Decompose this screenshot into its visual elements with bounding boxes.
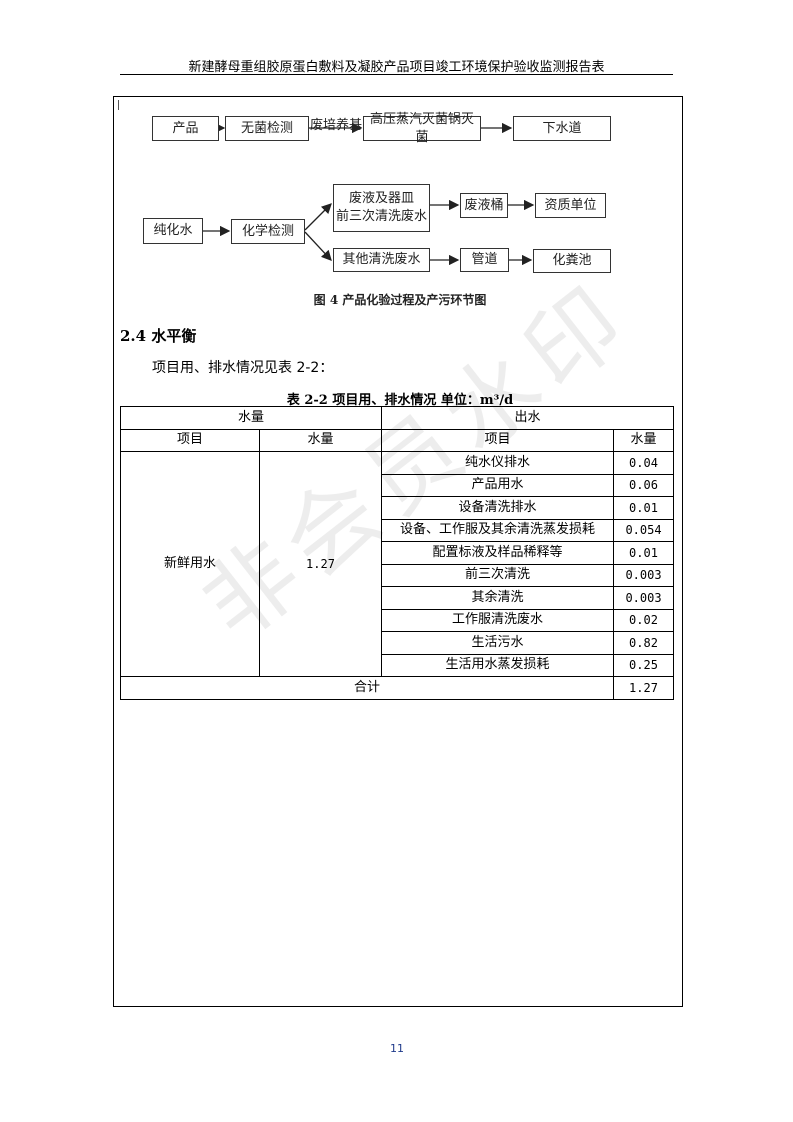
- flow-box-other-wastewater: 其他清洗废水: [333, 248, 430, 272]
- output-item: 生活用水蒸发损耗: [381, 653, 614, 677]
- col-header: 水量: [259, 428, 382, 452]
- output-value: 0.25: [613, 653, 674, 677]
- output-value: 0.82: [613, 631, 674, 655]
- table-total-row: 合计 1.27: [120, 676, 674, 700]
- input-item: 新鲜用水: [120, 451, 260, 677]
- table-group-header-row: 水量 出水: [120, 406, 674, 430]
- table-row: 设备、工作服及其余清洗蒸发损耗 0.054: [121, 518, 674, 542]
- table-row: 设备清洗排水 0.01: [121, 496, 674, 520]
- output-value: 0.01: [613, 541, 674, 565]
- flow-box-chemical-test: 化学检测: [231, 219, 305, 244]
- output-item: 设备、工作服及其余清洗蒸发损耗: [381, 518, 614, 542]
- paragraph: 项目用、排水情况见表 2-2：: [152, 360, 334, 376]
- flow-box-sewer: 下水道: [513, 116, 611, 141]
- output-item: 设备清洗排水: [381, 496, 614, 520]
- output-value: 0.02: [613, 608, 674, 632]
- margin-mark: [118, 100, 119, 110]
- arrow: [304, 231, 332, 261]
- header-rule: [120, 74, 673, 75]
- arrow: [304, 203, 332, 231]
- flow-box-waste-liquid: 废液及器皿 前三次清洗废水: [333, 184, 430, 232]
- output-value: 0.06: [613, 473, 674, 497]
- table-row: 其余清洗 0.003: [121, 586, 674, 610]
- col-header: 项目: [381, 428, 614, 452]
- table-row: 新鲜用水 1.27 纯水仪排水 0.04: [120, 451, 674, 677]
- output-value: 0.003: [613, 586, 674, 610]
- flow-box-product: 产品: [152, 116, 219, 141]
- flow-arrows: [203, 122, 535, 266]
- table-caption: 表 2-2 项目用、排水情况 单位：m³/d: [286, 393, 514, 408]
- flow-box-qualified-unit: 资质单位: [535, 193, 606, 218]
- water-balance-table: 水量 出水 项目 水量 项目 水量 新鲜用水 1.27 纯水仪排水 0.04 产…: [120, 406, 674, 700]
- flow-box-septic-tank: 化粪池: [533, 249, 611, 273]
- output-value: 0.01: [613, 496, 674, 520]
- flow-box-pure-water: 纯化水: [143, 218, 203, 244]
- output-item: 产品用水: [381, 473, 614, 497]
- output-item: 其余清洗: [381, 586, 614, 610]
- section-heading: 2.4 水平衡: [120, 327, 197, 345]
- table-row: 产品用水 0.06: [121, 473, 674, 497]
- output-item: 生活污水: [381, 631, 614, 655]
- flow-box-waste-bucket: 废液桶: [460, 193, 508, 218]
- output-item: 纯水仪排水: [381, 451, 614, 475]
- flow-label-waste-medium: 废培养基: [310, 118, 363, 133]
- flow-box-autoclave: 高压蒸汽灭菌锅灭菌: [363, 112, 481, 145]
- output-item: 配置标液及样品稀释等: [381, 541, 614, 565]
- group-header-output: 出水: [381, 406, 674, 430]
- col-header: 项目: [120, 428, 260, 452]
- flow-box-sterility-test: 无菌检测: [225, 116, 309, 141]
- total-label: 合计: [120, 676, 614, 700]
- input-value: 1.27: [259, 451, 382, 677]
- page-number: 11: [390, 1042, 404, 1055]
- page-header: 新建酵母重组胶原蛋白敷料及凝胶产品项目竣工环境保护验收监测报告表: [188, 60, 605, 75]
- flow-box-pipeline: 管道: [460, 248, 509, 272]
- output-value: 0.04: [613, 451, 674, 475]
- output-item: 前三次清洗: [381, 563, 614, 587]
- content-frame: [113, 96, 683, 1007]
- total-value: 1.27: [613, 676, 674, 700]
- output-value: 0.054: [613, 518, 674, 542]
- table-header-row: 项目 水量 项目 水量: [120, 428, 674, 452]
- group-header-intake: 水量: [120, 406, 382, 430]
- figure-caption: 图 4 产品化验过程及产污环节图: [313, 293, 487, 307]
- table-row: 前三次清洗 0.003: [121, 563, 674, 587]
- flow-box-line: 废液及器皿: [348, 191, 414, 206]
- flow-box-line: 前三次清洗废水: [335, 209, 427, 224]
- output-value: 0.003: [613, 563, 674, 587]
- output-item: 工作服清洗废水: [381, 608, 614, 632]
- col-header: 水量: [613, 428, 674, 452]
